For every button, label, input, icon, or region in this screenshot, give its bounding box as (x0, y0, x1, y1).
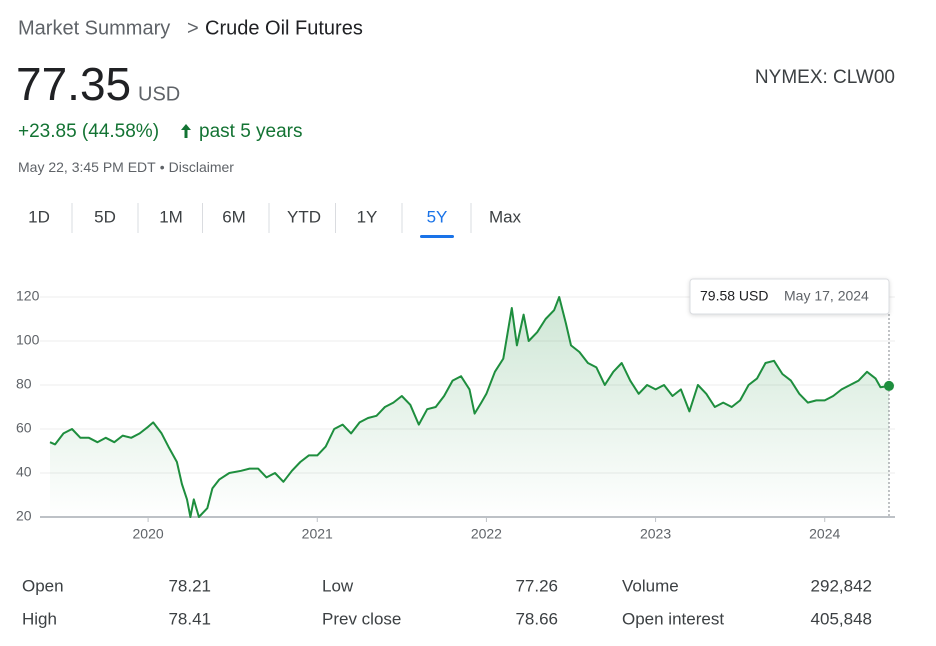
change-period: past 5 years (199, 121, 303, 142)
range-tab[interactable]: 1D (28, 207, 50, 226)
page-title: Crude Oil Futures (205, 17, 363, 39)
price-area (50, 297, 889, 517)
range-tab[interactable]: 1Y (357, 207, 378, 226)
range-tab[interactable]: 5D (94, 207, 116, 226)
stat-value: 78.21 (168, 576, 211, 595)
stat-value: 292,842 (811, 576, 872, 595)
stat-label: Open interest (622, 609, 724, 628)
tooltip-box (689, 278, 890, 315)
stat-label: Volume (622, 576, 679, 595)
tooltip-date: May 17, 2024 (784, 288, 869, 304)
range-tab[interactable]: 6M (222, 207, 246, 226)
y-tick-label: 60 (16, 420, 32, 436)
active-tab-indicator (420, 235, 454, 238)
stat-label: Open (22, 576, 64, 595)
stat-value: 78.66 (515, 609, 558, 628)
stat-label: Prev close (322, 609, 401, 628)
y-tick-label: 40 (16, 464, 32, 480)
range-tabs: 1D 5D 1M 6M YTD 1Y 5Y Max (28, 203, 522, 238)
y-tick-label: 100 (16, 332, 40, 348)
range-tab[interactable]: 5Y (427, 207, 448, 226)
tooltip-price: 79.58 USD (700, 288, 768, 304)
breadcrumb-link[interactable]: Market Summary (18, 17, 170, 39)
price: 77.35 (16, 58, 131, 110)
timestamp: May 22, 3:45 PM EDT (18, 159, 156, 175)
hover-point (884, 380, 894, 391)
stat-value: 77.26 (515, 576, 558, 595)
currency: USD (138, 83, 180, 105)
range-tab[interactable]: 1M (159, 207, 183, 226)
range-tab[interactable]: YTD (287, 207, 321, 226)
y-tick-label: 120 (16, 288, 40, 304)
bullet: • (160, 159, 165, 175)
range-tab[interactable]: Max (489, 207, 522, 226)
stats-table: Open 78.21 Low 77.26 Volume 292,842 High 78.41 P… (22, 576, 872, 628)
stat-value: 405,848 (811, 609, 872, 628)
x-tick-label: 2022 (471, 526, 502, 542)
price-change: +23.85 (44.58%) (18, 121, 159, 142)
breadcrumb-separator: > (187, 17, 199, 39)
y-tick-label: 20 (16, 508, 32, 524)
timestamp-line: May 22, 3:45 PM EDT • Disclaimer (18, 159, 234, 175)
stat-label: High (22, 609, 57, 628)
stat-label: Low (322, 576, 354, 595)
x-tick-label: 2023 (640, 526, 671, 542)
x-tick-label: 2020 (133, 526, 164, 542)
up-arrow-icon (181, 124, 191, 138)
stat-value: 78.41 (168, 609, 211, 628)
price-line (49, 296, 890, 518)
x-tick-label: 2024 (809, 526, 840, 542)
y-tick-label: 80 (16, 376, 32, 392)
disclaimer-link[interactable]: Disclaimer (169, 159, 235, 175)
exchange-code: NYMEX: CLW00 (755, 67, 895, 88)
price-chart: 20 40 60 80 100 120 2020 2021 2022 2023 2024 79.58 … (16, 278, 895, 542)
x-tick-label: 2021 (302, 526, 333, 542)
